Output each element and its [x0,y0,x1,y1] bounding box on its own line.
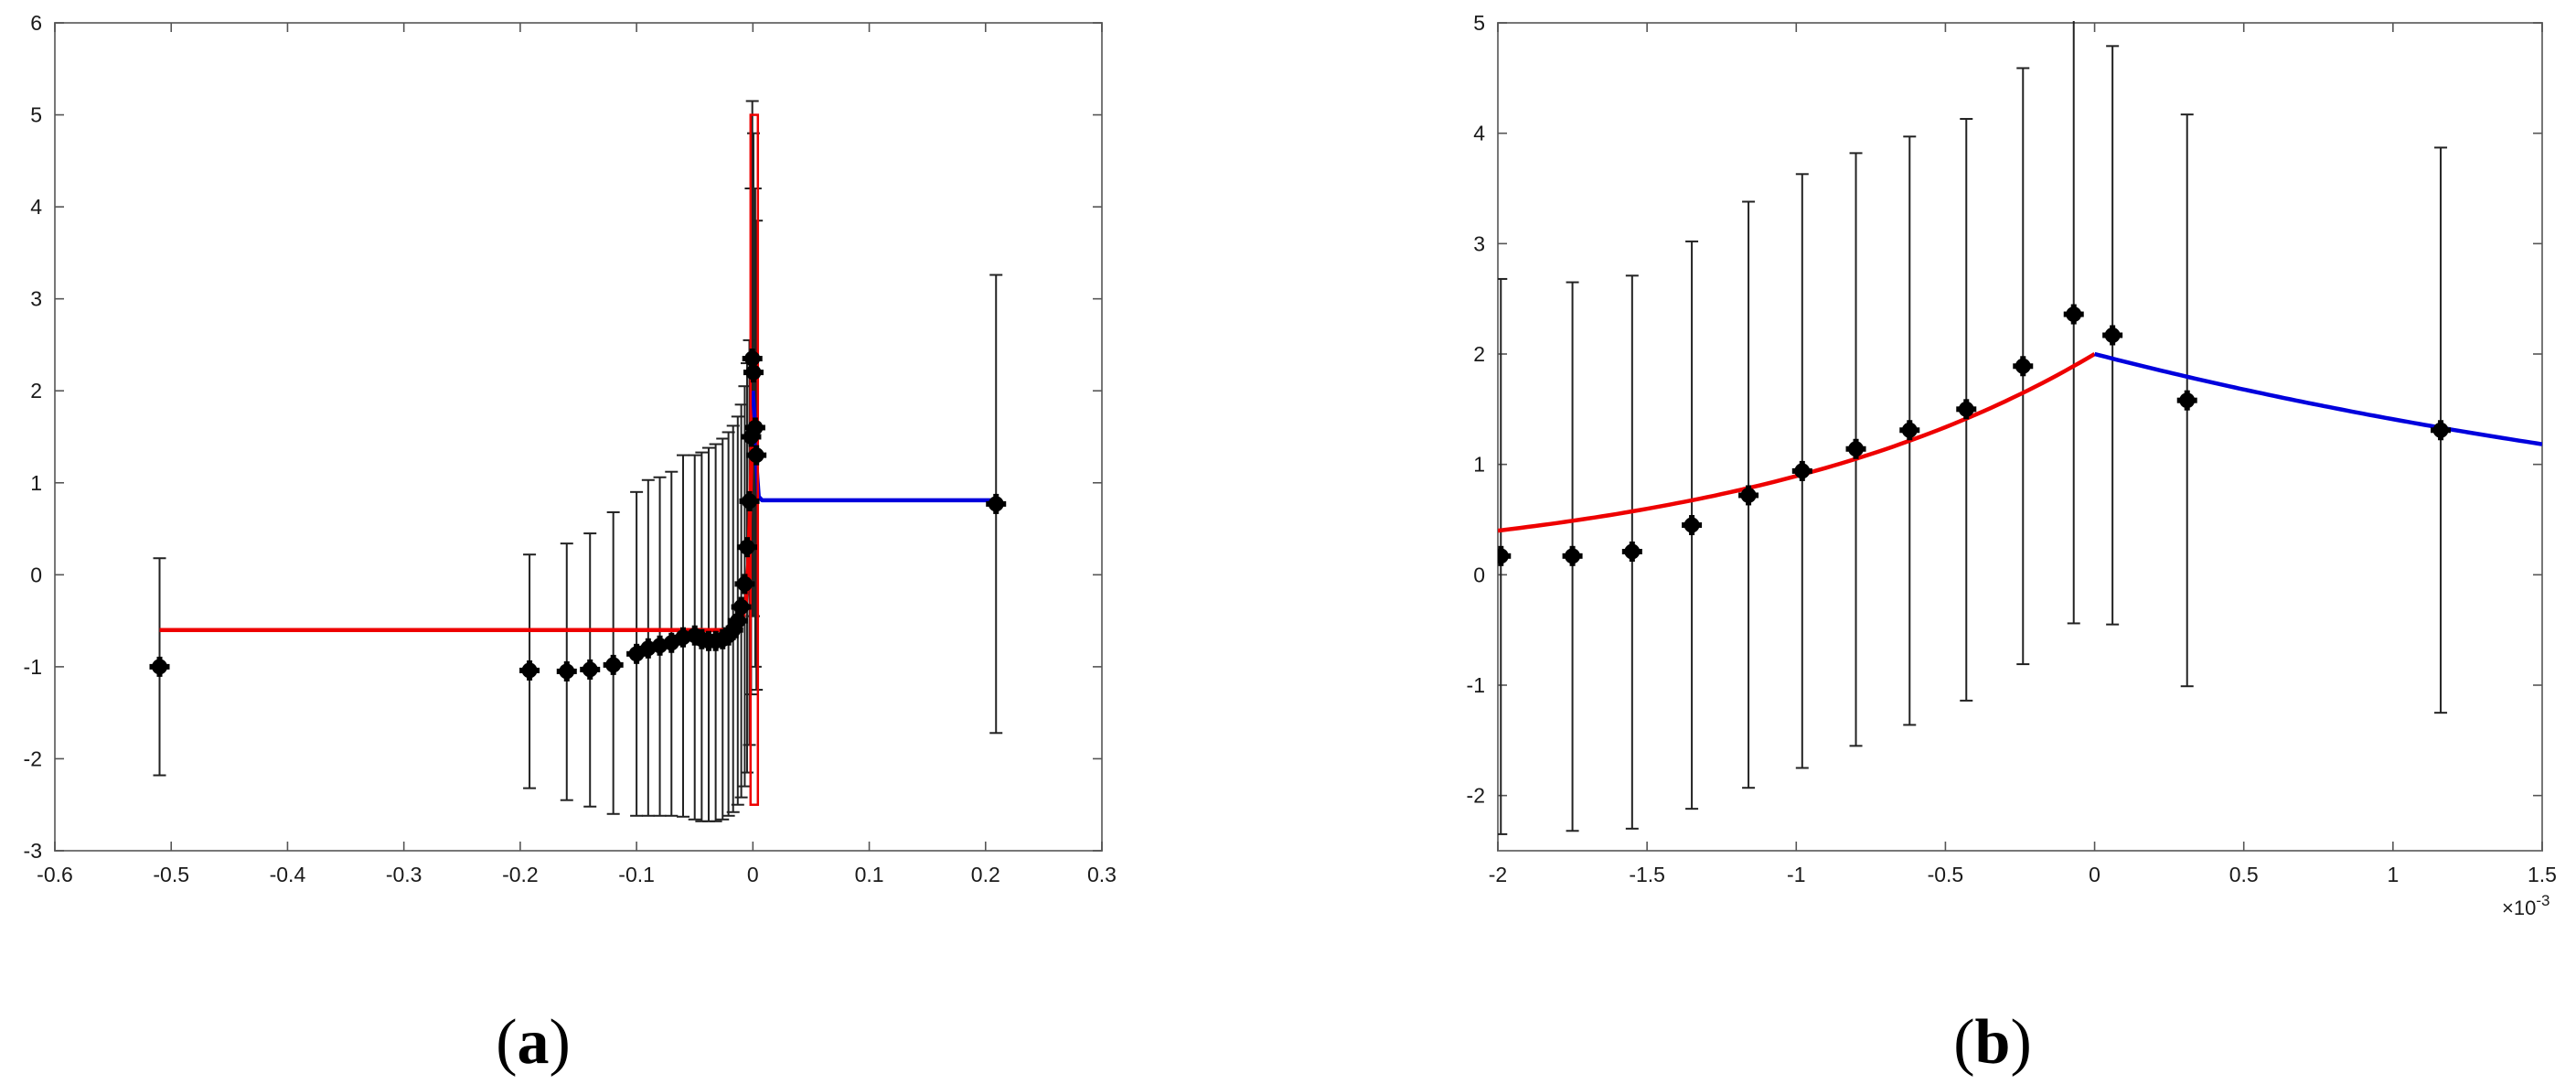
data-point [734,574,755,595]
x-axis-exponent-label: ×10-3 [2502,892,2549,919]
data-point [1621,541,1642,562]
data-point [736,537,757,558]
x-tick-label: 0.3 [1087,863,1117,886]
y-tick-label: 4 [30,195,42,219]
data-point [1562,545,1583,566]
data-point [580,659,601,680]
y-tick-label: 2 [30,379,42,402]
y-tick-label: 1 [30,471,42,495]
data-point [2102,325,2123,346]
fit-curve-right [751,391,997,503]
y-tick-label: 5 [30,103,42,127]
data-point [603,654,624,675]
y-tick-label: 0 [1473,563,1485,586]
y-tick-label: 6 [30,11,42,35]
data-point [1682,515,1703,536]
x-tick-label: -0.3 [386,863,422,886]
x-tick-label: 0.1 [855,863,884,886]
fit-curve-left [159,391,755,632]
data-point [1956,399,1977,420]
fit-curve-right [2094,351,2542,446]
data-point [149,656,170,677]
data-point [986,493,1007,514]
data-point [743,362,764,383]
x-tick-label: 0 [2089,863,2100,886]
plot-layer [1498,21,2542,835]
y-tick-label: 5 [1473,11,1485,35]
x-tick-label: -2 [1489,863,1507,886]
x-tick-label: 0.2 [971,863,1000,886]
y-tick-label: 3 [1473,231,1485,255]
panel-a-chart: -0.6 -0.5 -0.4 -0.3 -0.2 -0.1 0 0.1 0.2 0.3 -3 -2 -1… [24,11,1117,886]
x-tick-label: -0.6 [37,863,73,886]
x-tick-label: 0.5 [2229,863,2259,886]
x-tick-label: -1.5 [1629,863,1665,886]
fit-curve-left [1498,352,2096,533]
plot-layer [149,100,1007,822]
data-point [556,660,577,682]
y-tick-label: -2 [24,746,42,770]
data-point [1498,545,1512,566]
x-tick-label: -0.1 [618,863,655,886]
plot-area-frame [1497,22,2543,852]
y-tick-label: 2 [1473,342,1485,366]
data-point [2431,420,2452,441]
data-point [739,490,760,511]
x-tick-label: -0.5 [1928,863,1964,886]
x-tick-label: 1 [2387,863,2399,886]
y-tick-label: 0 [30,563,42,586]
y-tick-label: -1 [1467,673,1485,697]
data-point [519,660,540,681]
y-tick-label: -3 [24,839,42,863]
data-point [1791,460,1812,481]
y-tick-label: 4 [1473,122,1485,145]
data-point [2063,304,2084,325]
data-point [2013,356,2034,377]
y-tick-label: 3 [30,287,42,311]
data-point [2176,390,2197,411]
data-point [731,596,752,617]
x-tick-label: 0 [747,863,759,886]
data-point [1899,420,1920,441]
data-point [1845,438,1866,459]
panel-b-chart: -2 -1.5 -1 -0.5 0 0.5 1 1.5 -2 -1 0 1 2 3 4 5 ×10-3 [1467,11,2557,919]
x-tick-label: 1.5 [2528,863,2557,886]
data-point [746,445,767,466]
x-tick-label: -0.2 [502,863,539,886]
y-tick-label: -2 [1467,784,1485,808]
x-tick-label: -0.4 [270,863,306,886]
panel-a-caption: (a) [496,1007,571,1078]
plot-area-frame [54,22,1103,852]
data-point [744,417,765,438]
x-tick-label: -1 [1787,863,1805,886]
y-tick-label: 1 [1473,453,1485,477]
x-tick-label: -0.5 [153,863,189,886]
panel-b-caption: (b) [1953,1007,2032,1078]
y-tick-label: -1 [24,655,42,679]
data-point [1738,485,1759,506]
